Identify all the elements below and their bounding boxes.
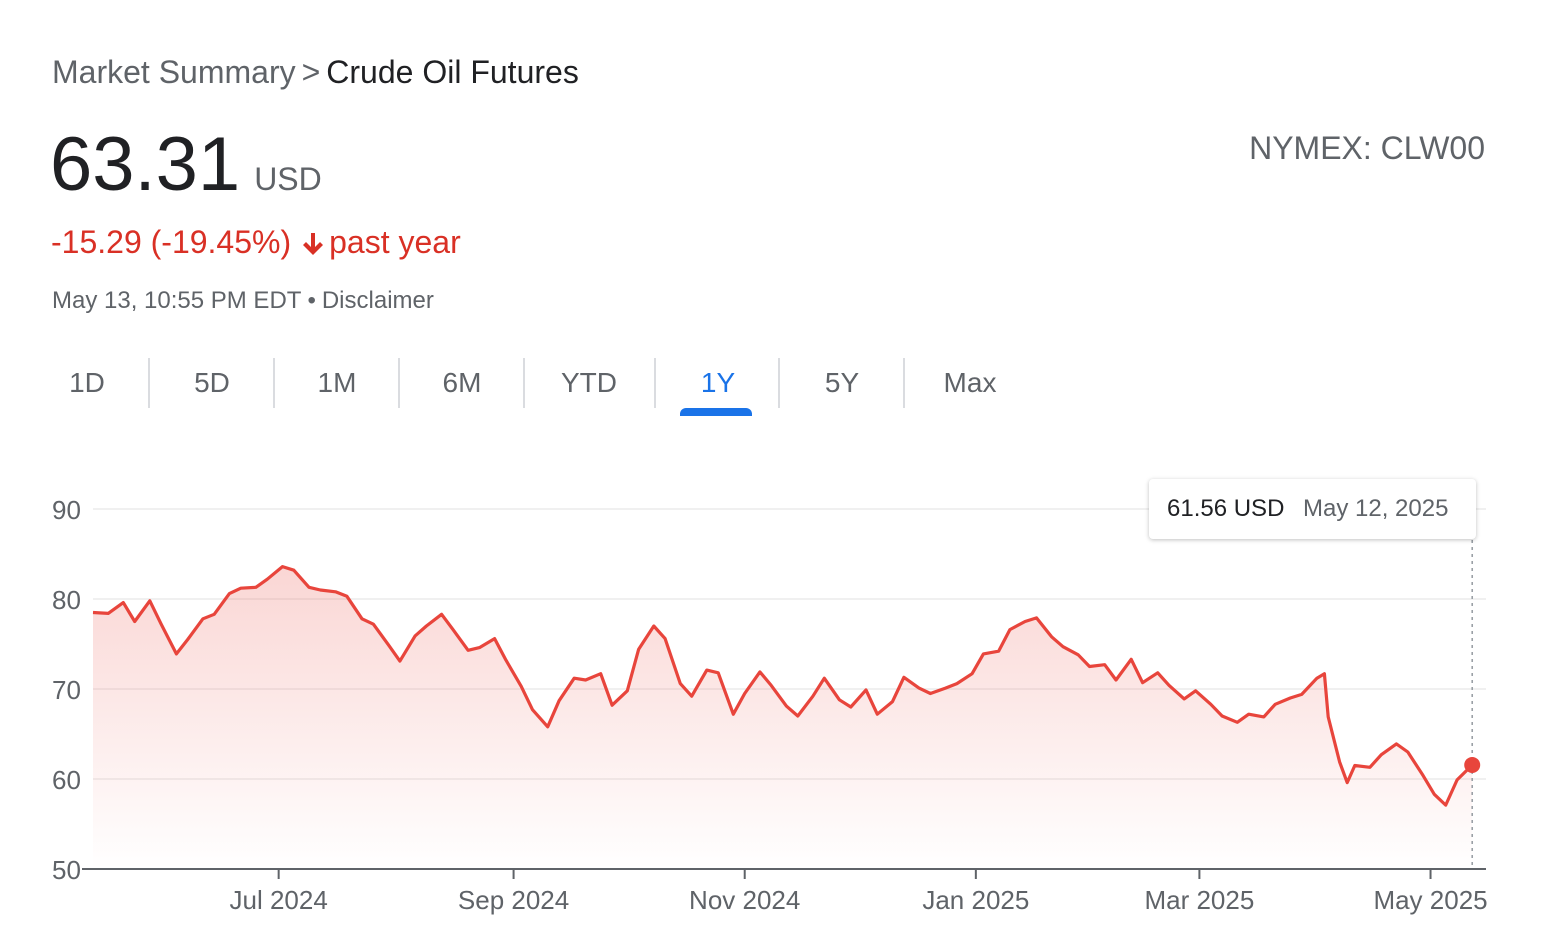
y-tick-label: 80 xyxy=(52,585,81,615)
hover-point xyxy=(1464,756,1481,773)
page-title: Crude Oil Futures xyxy=(326,54,579,90)
tab-divider xyxy=(654,358,656,408)
change-period: past year xyxy=(329,224,461,260)
tab-divider xyxy=(398,358,400,408)
y-tick-label: 90 xyxy=(52,495,81,525)
x-tick-label: Mar 2025 xyxy=(1144,885,1254,915)
y-tick-label: 50 xyxy=(52,855,81,885)
x-tick-label: Sep 2024 xyxy=(458,885,569,915)
price-area-fill xyxy=(93,566,1473,869)
tab-1y[interactable]: 1Y xyxy=(700,367,736,398)
breadcrumb-market-summary-link[interactable]: Market Summary xyxy=(52,54,296,90)
tooltip-value: 61.56 USD xyxy=(1167,495,1285,522)
x-tick-label: Nov 2024 xyxy=(689,885,800,915)
change-value: -15.29 (-19.45%) xyxy=(51,224,292,260)
price-row: 63.31 USD xyxy=(50,122,322,208)
breadcrumb: Market Summary > Crude Oil Futures xyxy=(52,50,579,94)
arrow-down-icon xyxy=(303,233,324,255)
y-tick-label: 60 xyxy=(52,765,81,795)
tab-ytd[interactable]: YTD xyxy=(561,367,617,398)
tab-5d[interactable]: 5D xyxy=(194,367,230,398)
x-tick-label: Jan 2025 xyxy=(922,885,1029,915)
breadcrumb-separator: > xyxy=(301,54,321,90)
tab-1d[interactable]: 1D xyxy=(69,367,105,398)
tab-divider xyxy=(778,358,780,408)
price-chart[interactable]: 50 60 70 80 90 Jul 2024 Sep 2024 Nov 2024 Jan 2… xyxy=(0,470,1548,952)
currency-label: USD xyxy=(254,161,322,197)
quote-meta: May 13, 10:55 PM EDT • Disclaimer xyxy=(52,284,434,318)
meta-separator: • xyxy=(307,287,316,314)
current-price: 63.31 xyxy=(50,122,241,207)
x-tick-label: May 2025 xyxy=(1373,885,1487,915)
active-tab-indicator xyxy=(680,408,752,416)
tab-divider xyxy=(148,358,150,408)
tab-divider xyxy=(523,358,525,408)
x-tick-label: Jul 2024 xyxy=(230,885,328,915)
tab-1m[interactable]: 1M xyxy=(317,367,357,398)
price-tooltip: 61.56 USD May 12, 2025 xyxy=(1149,479,1476,539)
y-tick-label: 70 xyxy=(52,675,81,705)
tab-divider xyxy=(273,358,275,408)
tab-5y[interactable]: 5Y xyxy=(824,367,860,398)
tab-6m[interactable]: 6M xyxy=(442,367,482,398)
ticker-symbol: NYMEX: CLW00 xyxy=(1249,130,1485,166)
quote-timestamp: May 13, 10:55 PM EDT xyxy=(52,287,302,314)
disclaimer-link[interactable]: Disclaimer xyxy=(321,287,434,314)
tooltip-date: May 12, 2025 xyxy=(1303,495,1449,522)
tab-max[interactable]: Max xyxy=(943,367,997,398)
tab-divider xyxy=(903,358,905,408)
price-change: -15.29 (-19.45%) past year xyxy=(51,220,461,264)
